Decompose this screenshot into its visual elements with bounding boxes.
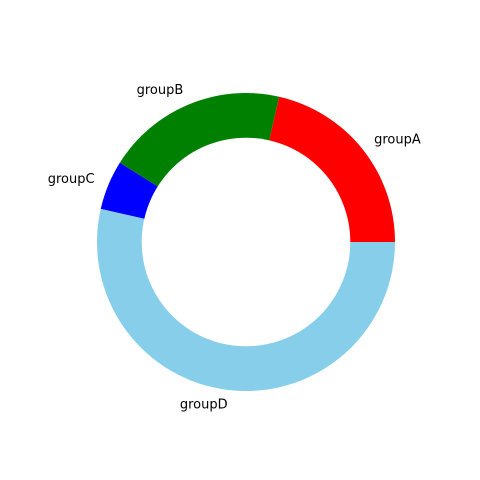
slice-label-groupD: groupD xyxy=(180,397,228,412)
slice-label-groupB: groupB xyxy=(137,83,184,98)
donut-hole xyxy=(141,137,351,347)
slice-label-groupC: groupC xyxy=(48,172,95,187)
donut-labels: groupA groupB groupC groupD xyxy=(48,83,421,412)
slice-label-groupA: groupA xyxy=(374,132,421,147)
